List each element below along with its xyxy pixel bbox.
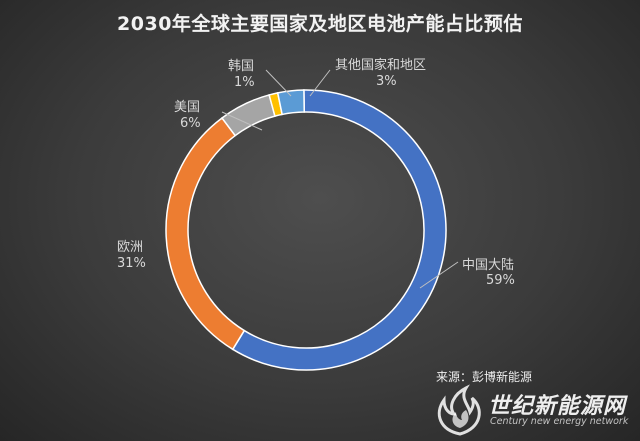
slice-china-mainland [231, 89, 447, 371]
slice-label-europe: 欧洲 [117, 240, 144, 255]
watermark-subtitle: Century new energy network [490, 416, 629, 427]
slice-value-other: 3% [376, 74, 397, 89]
slice-value-europe: 31% [117, 256, 146, 271]
slice-label-korea: 韩国 [228, 59, 255, 74]
watermark-title: 世纪新能源网 [488, 394, 627, 419]
chart-title: 2030年全球主要国家及地区电池产能占比预估 [117, 13, 523, 35]
slice-label-usa: 美国 [174, 100, 201, 115]
source-note: 来源：彭博新能源 [436, 370, 533, 384]
slice-other [276, 89, 305, 116]
slices-group [165, 89, 447, 371]
slice-value-usa: 6% [180, 116, 201, 131]
slice-value-china-mainland: 59% [486, 273, 515, 288]
slice-label-other: 其他国家和地区 [335, 58, 427, 73]
slice-value-korea: 1% [234, 75, 255, 90]
leader-line-china-mainland [419, 261, 459, 289]
flame-logo-icon [437, 384, 481, 436]
slice-label-china-mainland: 中国大陆 [462, 258, 515, 273]
leader-line-other [309, 69, 331, 97]
leader-line-usa [221, 111, 263, 131]
watermark: 世纪新能源网 Century new energy network [428, 382, 640, 438]
slice-europe [165, 116, 246, 351]
leader-lines-group [221, 69, 459, 289]
leader-line-korea [265, 69, 292, 97]
